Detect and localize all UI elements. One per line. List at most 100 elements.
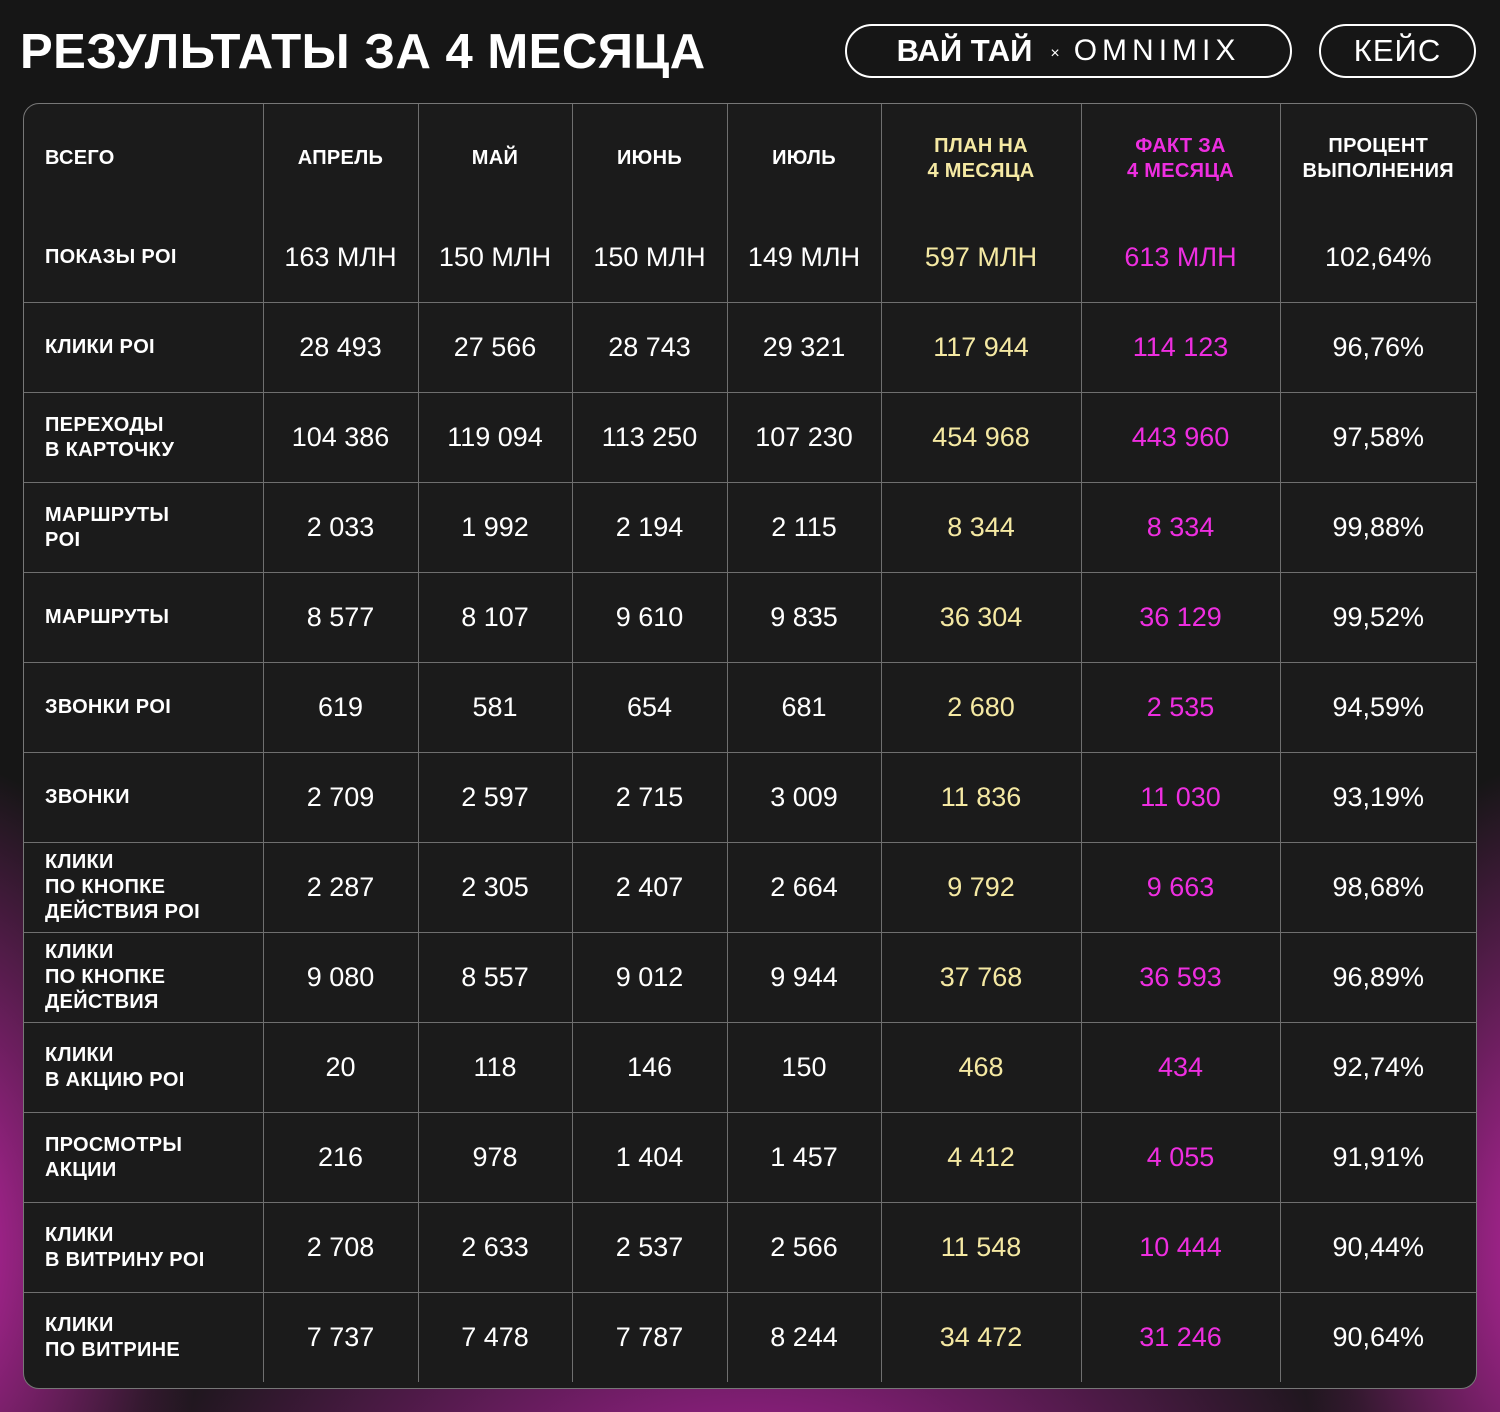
plan-cell: 468 [881,1022,1082,1113]
header-label: ВСЕГО [45,147,115,169]
cell-text: 443 960 [1131,422,1230,452]
percent-cell: 96,76% [1280,302,1476,393]
cell-text: 4 055 [1146,1142,1215,1172]
cell-text: 1 992 [461,512,529,542]
cell-text: 597 МЛН [924,242,1038,272]
fact-cell: 9 663 [1081,842,1281,933]
month-cell: 2 407 [572,842,728,933]
row-label: ПРОСМОТРЫ АКЦИИ [24,1112,264,1203]
cell-text: 2 033 [306,512,375,542]
month-cell: 119 094 [418,392,573,483]
cell-text: 96,76% [1332,332,1425,362]
cell-text: 99,88% [1332,512,1425,542]
row-label: ЗВОНКИ POI [24,662,264,753]
cell-text: ПОКАЗЫ POI [45,246,177,268]
cell-text: 1 404 [615,1142,684,1172]
plan-cell: 4 412 [881,1112,1082,1203]
cell-text: 9 835 [770,602,838,632]
month-cell: 2 664 [727,842,882,933]
month-cell: 581 [418,662,573,753]
cell-text: 114 123 [1132,332,1229,362]
plan-cell: 117 944 [881,302,1082,393]
cell-text: 8 244 [770,1322,838,1352]
cell-text: 2 708 [306,1232,375,1262]
month-cell: 104 386 [263,392,419,483]
cell-text: 102,64% [1324,242,1432,272]
cell-text: 36 304 [939,602,1023,632]
brand-agency: OMNIMIX [1073,34,1241,67]
month-cell: 7 478 [418,1292,573,1382]
row-label: ЗВОНКИ [24,752,264,843]
cell-text: МАРШРУТЫ POI [45,503,170,551]
header-cell-col-july: ИЮЛЬ [727,104,882,213]
cell-text: 27 566 [453,332,537,362]
month-cell: 2 597 [418,752,573,843]
cell-text: 99,52% [1332,602,1425,632]
cell-text: ПРОСМОТРЫ АКЦИИ [45,1133,183,1181]
plan-cell: 11 548 [881,1202,1082,1293]
month-cell: 978 [418,1112,573,1203]
cell-text: 36 129 [1139,602,1222,632]
fact-cell: 2 535 [1081,662,1281,753]
cell-text: 468 [958,1052,1004,1082]
row-label: ПЕРЕХОДЫ В КАРТОЧКУ [24,392,264,483]
cell-text: 107 230 [755,422,853,452]
month-cell: 2 566 [727,1202,882,1293]
cell-text: 8 557 [461,962,529,992]
month-cell: 28 493 [263,302,419,393]
month-cell: 150 МЛН [418,213,573,303]
cell-text: 978 [472,1142,518,1172]
table-row: ЗВОНКИ 2 709 2 597 2 715 3 009 11 836 11 030 93… [24,752,1476,843]
cell-text: 8 344 [947,512,1015,542]
month-cell: 7 737 [263,1292,419,1382]
table-row: ПОКАЗЫ POI 163 МЛН 150 МЛН 150 МЛН 149 МЛН 59… [24,213,1476,303]
month-cell: 163 МЛН [263,213,419,303]
percent-cell: 97,58% [1280,392,1476,483]
month-cell: 9 610 [572,572,728,663]
cell-text: ЗВОНКИ POI [45,696,172,718]
month-cell: 216 [263,1112,419,1203]
cell-text: КЛИКИ POI [45,336,155,358]
month-cell: 654 [572,662,728,753]
cell-text: 150 [781,1052,827,1082]
cell-text: КЛИКИ ПО ВИТРИНЕ [45,1313,181,1361]
cell-text: 454 968 [932,422,1030,452]
row-label: КЛИКИ ПО КНОПКЕ ДЕЙСТВИЯ [24,932,264,1023]
cell-text: 117 944 [933,332,1029,362]
fact-cell: 10 444 [1081,1202,1281,1293]
cell-text: 92,74% [1332,1052,1425,1082]
cell-text: 11 548 [940,1232,1022,1262]
cell-text: 37 768 [939,962,1023,992]
percent-cell: 99,88% [1280,482,1476,573]
month-cell: 2 194 [572,482,728,573]
cell-text: 2 680 [947,692,1015,722]
month-cell: 2 633 [418,1202,573,1293]
cell-text: 681 [781,692,827,722]
row-label: КЛИКИ ПО ВИТРИНЕ [24,1292,264,1382]
cell-text: 581 [472,692,518,722]
cell-text: 36 593 [1139,962,1222,992]
month-cell: 681 [727,662,882,753]
month-cell: 146 [572,1022,728,1113]
cell-text: 2 566 [770,1232,838,1262]
month-cell: 28 743 [572,302,728,393]
cell-text: 434 [1157,1052,1204,1082]
cell-text: 104 386 [291,422,390,452]
header-label: ФАКТ ЗА 4 МЕСЯЦА [1127,134,1234,182]
cell-text: МАРШРУТЫ [45,606,170,628]
cell-text: 8 577 [306,602,375,632]
cell-text: 150 МЛН [593,242,706,272]
case-badge: КЕЙС [1319,24,1476,78]
fact-cell: 8 334 [1081,482,1281,573]
cell-text: КЛИКИ ПО КНОПКЕ ДЕЙСТВИЯ [45,941,166,1013]
row-label: ПОКАЗЫ POI [24,213,264,303]
month-cell: 149 МЛН [727,213,882,303]
cell-text: КЛИКИ ПО КНОПКЕ ДЕЙСТВИЯ POI [45,851,200,923]
month-cell: 9 944 [727,932,882,1023]
table-row: МАРШРУТЫ POI 2 033 1 992 2 194 2 115 8 344 8 3… [24,482,1476,573]
cell-text: 9 663 [1146,872,1215,902]
month-cell: 2 709 [263,752,419,843]
cell-text: 149 МЛН [747,242,861,272]
month-cell: 619 [263,662,419,753]
fact-cell: 434 [1081,1022,1281,1113]
